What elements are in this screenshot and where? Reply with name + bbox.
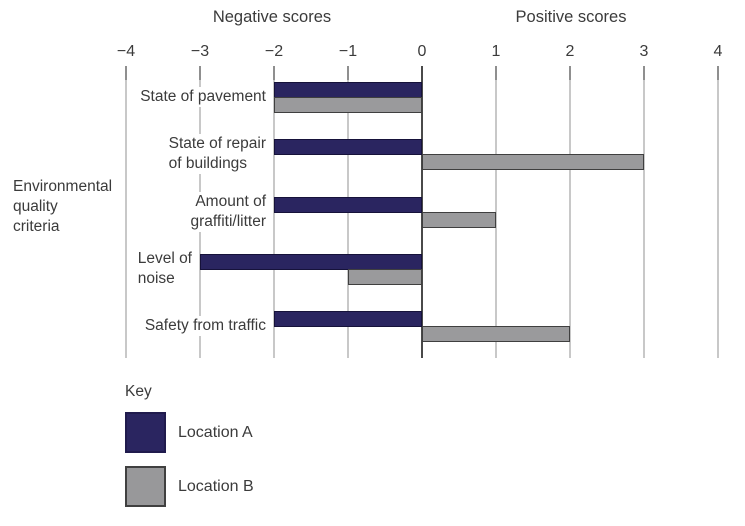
bar-location-b	[422, 211, 496, 228]
axis-tick-label: 3	[639, 43, 649, 60]
axis-tick	[643, 66, 645, 80]
category-label-line: graffiti/litter	[190, 212, 266, 230]
legend-label-location-a: Location A	[178, 424, 253, 441]
axis-tick-label: 1	[491, 43, 501, 60]
axis-tick	[273, 66, 275, 80]
legend-title: Key	[125, 383, 152, 400]
category-label-line: noise	[137, 269, 175, 287]
axis-tick-label: −2	[264, 43, 284, 60]
y-axis-label-line: quality	[13, 198, 58, 215]
bar-location-a	[200, 253, 422, 270]
gridline	[643, 66, 645, 358]
category-label-line: of buildings	[168, 155, 248, 173]
axis-tick	[347, 66, 349, 80]
axis-tick	[569, 66, 571, 80]
axis-tick	[717, 66, 719, 80]
category-label-line: Amount of	[195, 192, 266, 210]
category-label: Safety from traffic	[143, 316, 267, 336]
legend-label-location-b: Location B	[178, 478, 254, 495]
bar-location-b	[348, 268, 422, 285]
axis-tick-label: −1	[338, 43, 358, 60]
legend-swatch-location-a	[125, 412, 166, 453]
gridline	[495, 66, 497, 358]
legend-swatch-location-b	[125, 466, 166, 507]
bar-location-a	[274, 311, 422, 327]
axis-tick	[125, 66, 127, 80]
bar-location-b	[422, 154, 644, 171]
gridline	[569, 66, 571, 358]
bar-location-b	[274, 97, 422, 113]
category-label: State of pavement	[139, 87, 267, 107]
category-label-line: Level of	[137, 249, 192, 267]
axis-tick	[495, 66, 497, 80]
category-label-line: State of repair	[168, 135, 266, 153]
gridline	[125, 66, 127, 358]
category-label-line: Safety from traffic	[144, 317, 266, 334]
category-label-line: State of pavement	[140, 88, 266, 105]
bar-location-a	[274, 196, 422, 213]
bar-location-b	[422, 326, 570, 342]
negative-scores-title: Negative scores	[212, 8, 332, 26]
category-label: Level of noise	[136, 248, 193, 289]
axis-tick-label: −3	[190, 43, 210, 60]
y-axis-label-line: Environmental	[13, 178, 113, 195]
axis-tick-label: −4	[116, 43, 136, 60]
axis-tick	[199, 66, 201, 80]
axis-tick-label: 2	[565, 43, 575, 60]
positive-scores-title: Positive scores	[515, 8, 627, 26]
y-axis-label-line: criteria	[13, 218, 60, 235]
gridline	[717, 66, 719, 358]
axis-tick-label: 0	[417, 43, 427, 60]
category-label: State of repair of buildings	[167, 134, 267, 175]
axis-tick-label: 4	[713, 43, 723, 60]
category-label: Amount of graffiti/litter	[189, 191, 267, 232]
bar-location-a	[274, 82, 422, 98]
y-axis-label: Environmental quality criteria	[13, 177, 112, 237]
bar-location-a	[274, 139, 422, 156]
